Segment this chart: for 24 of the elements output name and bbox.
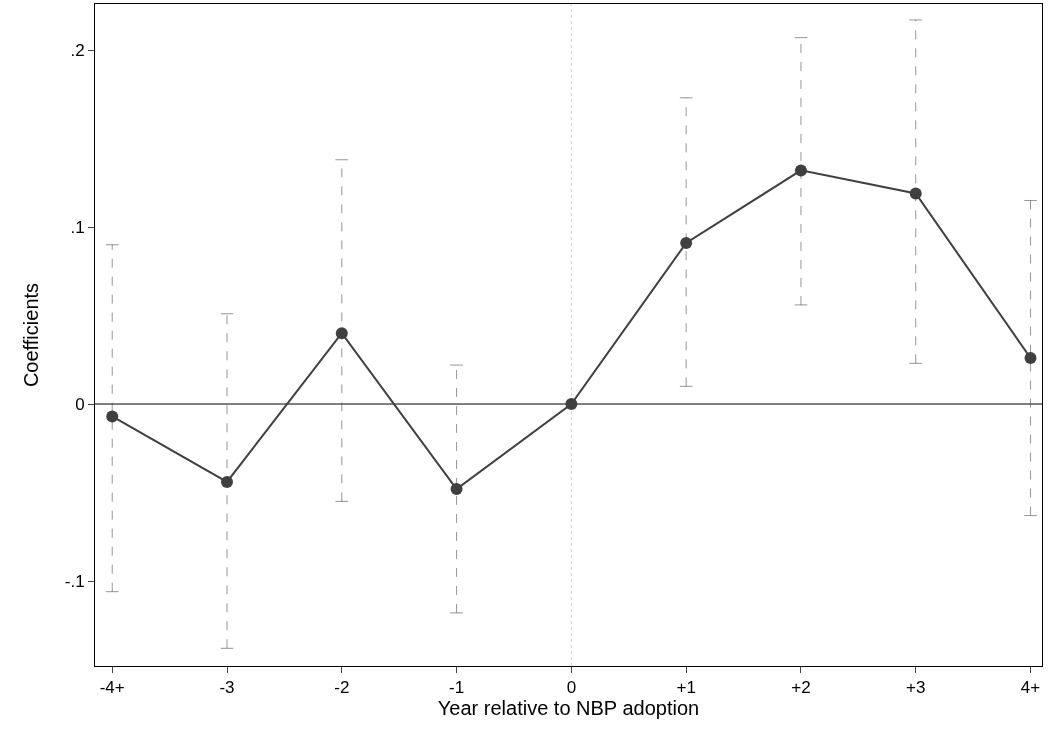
x-axis-title: Year relative to NBP adoption: [437, 697, 700, 720]
point: [909, 187, 922, 200]
point: [565, 398, 578, 411]
y-tick-label: .1: [70, 217, 85, 237]
x-tick-label: +2: [791, 678, 811, 698]
y-axis-title: Coefficients: [20, 282, 43, 388]
x-tick-label: -2: [334, 678, 350, 698]
x-tick-label: -4+: [99, 678, 125, 698]
point: [1024, 352, 1037, 364]
x-tick-label: +1: [676, 678, 696, 698]
point: [794, 164, 807, 177]
y-tick-label: -.1: [64, 571, 85, 591]
point: [335, 327, 348, 340]
x-tick-label: +3: [906, 678, 926, 698]
point: [450, 482, 463, 495]
point: [680, 236, 693, 249]
y-tick-label: .2: [70, 40, 85, 60]
x-tick-label: 0: [566, 678, 577, 698]
point: [221, 475, 234, 488]
x-tick-label: -3: [219, 678, 235, 698]
x-tick-label: -1: [449, 678, 465, 698]
x-tick-label: 4+: [1020, 678, 1041, 698]
point: [106, 410, 119, 423]
y-tick-label: 0: [75, 394, 85, 414]
